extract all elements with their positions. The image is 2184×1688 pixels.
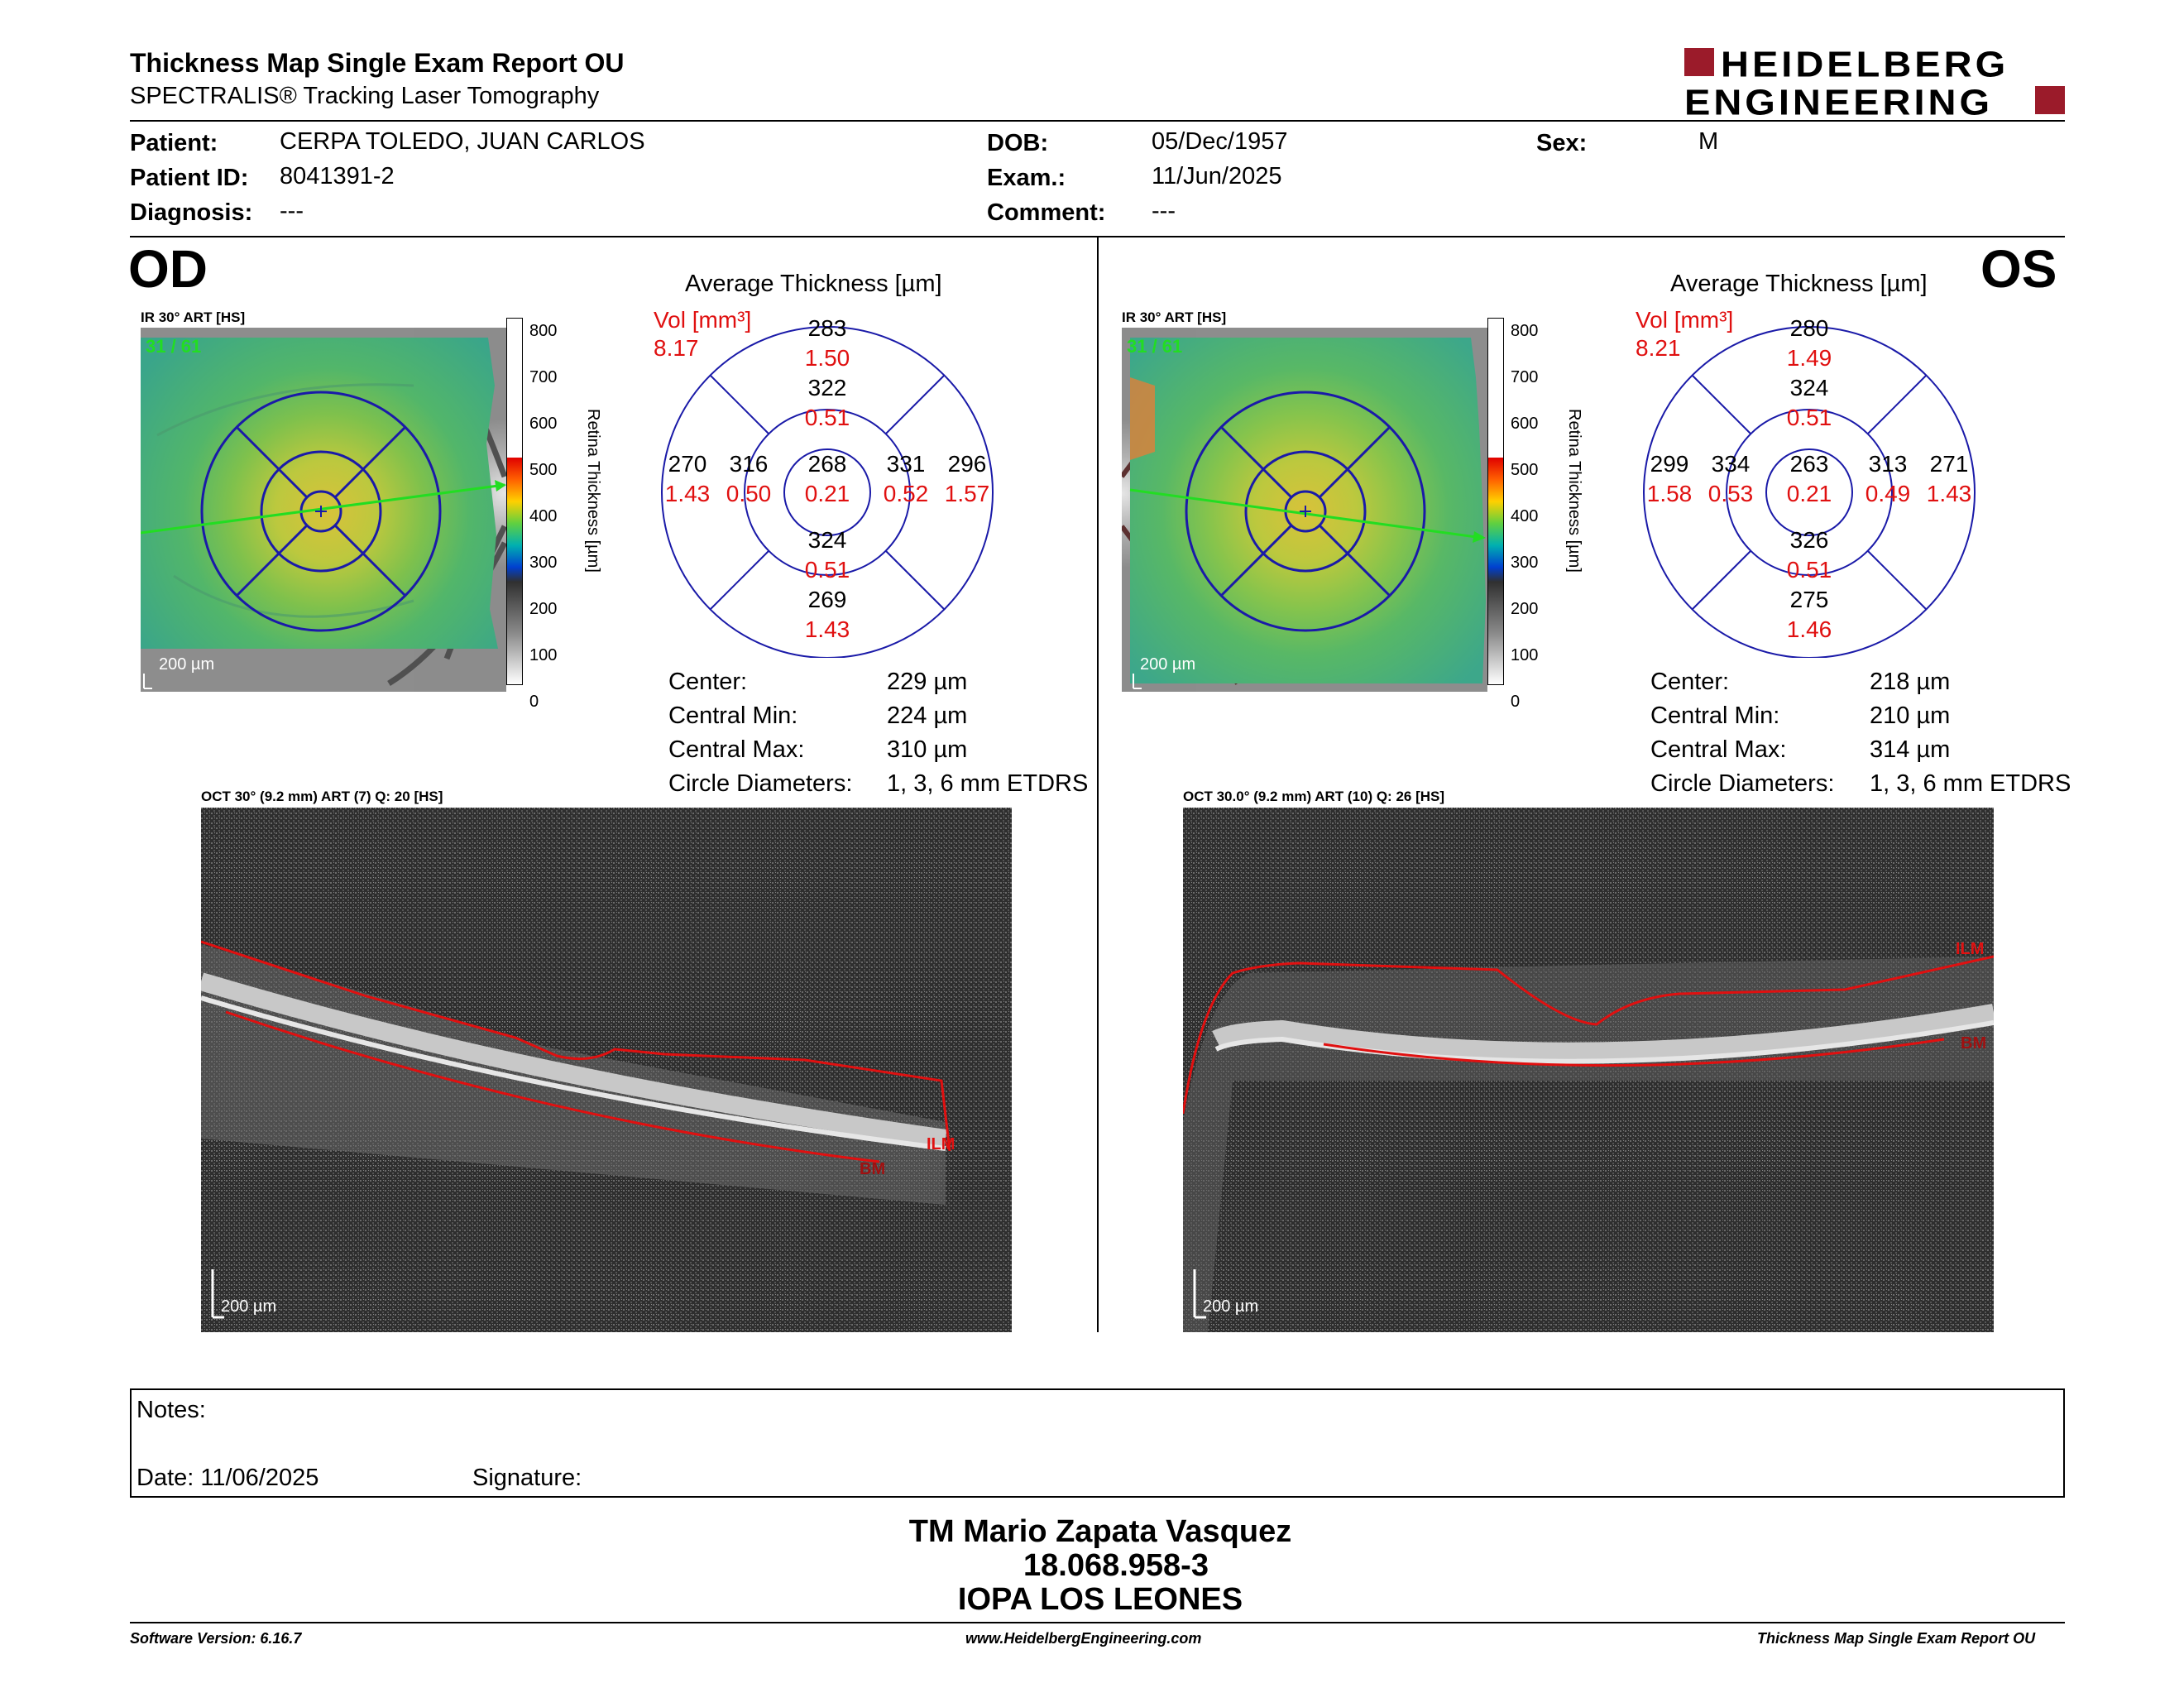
notes-label: Notes: (136, 1397, 206, 1423)
od-oct-bscan: ILM BM 200 µm (201, 808, 1012, 1332)
od-ir-counter: 31 / 61 (146, 336, 202, 357)
footer-divider (130, 1622, 2065, 1623)
dob-value: 05/Dec/1957 (1152, 128, 1288, 155)
software-version: Software Version: 6.16.7 (130, 1630, 302, 1647)
os-sector-inner-right: 313 0.49 (1865, 451, 1911, 506)
od-colorbar: 800 700 600 500 400 300 200 100 0 Retina Thick… (506, 318, 606, 711)
patient-label: Patient: (130, 130, 218, 156)
os-colorbar-title: Retina Thickness [µm] (1565, 409, 1583, 573)
os-etdrs-grid: Average Thickness [µm] Vol [mm³] 8.21 28… (1611, 269, 2041, 658)
od-bm-label: BM (860, 1160, 886, 1178)
os-oct-scale: 200 µm (1203, 1297, 1259, 1316)
os-sector-center: 263 0.21 (1786, 451, 1832, 506)
od-ir-label: IR 30° ART [HS] (141, 309, 246, 325)
signer-rut: 18.068.958-3 (1023, 1548, 1209, 1583)
od-colorbar-title: Retina Thickness [µm] (584, 409, 602, 573)
os-sector-outer-left: 299 1.58 (1646, 451, 1693, 506)
comment-value: --- (1152, 198, 1176, 224)
os-sector-outer-top: 280 1.49 (1786, 315, 1832, 371)
patient-divider (130, 236, 2065, 237)
os-ir-label: IR 30° ART [HS] (1122, 309, 1227, 325)
header-divider (130, 120, 2065, 122)
os-oct-label: OCT 30.0° (9.2 mm) ART (10) Q: 26 [HS] (1183, 789, 1445, 804)
od-oct-scale: 200 µm (221, 1297, 277, 1316)
od-sector-inner-top: 322 0.51 (804, 375, 850, 430)
os-colorbar: 800 700 600 500 400 300 200 100 0 Retina Thick… (1487, 318, 1587, 711)
od-vol-value: 8.17 (654, 335, 699, 361)
od-fundus-thickness-map: 31 / 61 200 µm (140, 328, 508, 692)
os-ir-counter: 31 / 61 (1127, 336, 1183, 357)
report-subtitle: SPECTRALIS® Tracking Laser Tomography (130, 83, 600, 109)
comment-label: Comment: (987, 199, 1106, 226)
eye-divider (1097, 237, 1099, 1332)
os-sector-inner-top: 324 0.51 (1786, 375, 1832, 430)
od-sector-outer-top: 283 1.50 (804, 315, 850, 371)
heidelberg-logo: HEIDELBERG ENGINEERING (1684, 43, 2065, 122)
os-ir-scale: 200 µm (1140, 655, 1196, 674)
os-ilm-label: ILM (1956, 940, 1985, 958)
signature-label: Signature: (472, 1465, 582, 1491)
od-avg-title: Average Thickness [µm] (685, 271, 942, 297)
od-etdrs-grid: Average Thickness [µm] Vol [mm³] 8.17 28… (629, 269, 1059, 658)
os-vol-label: Vol [mm³] (1636, 307, 1734, 333)
os-oct-bscan: ILM BM 200 µm (1183, 808, 1994, 1332)
od-sector-outer-left: 270 1.43 (664, 451, 711, 506)
os-sector-inner-bottom: 326 0.51 (1786, 527, 1832, 583)
od-sector-inner-right: 331 0.52 (883, 451, 929, 506)
signer-name: TM Mario Zapata Vasquez (908, 1514, 1292, 1549)
od-oct-label: OCT 30° (9.2 mm) ART (7) Q: 20 [HS] (201, 789, 443, 804)
od-sector-inner-left: 316 0.50 (726, 451, 772, 506)
website-link[interactable]: www.HeidelbergEngineering.com (965, 1630, 1202, 1647)
od-vol-label: Vol [mm³] (654, 307, 752, 333)
sex-value: M (1698, 128, 1719, 155)
od-ir-scale: 200 µm (159, 655, 215, 674)
od-sector-outer-right: 296 1.57 (944, 451, 990, 506)
os-avg-title: Average Thickness [µm] (1670, 271, 1928, 297)
od-sector-inner-bottom: 324 0.51 (804, 527, 850, 583)
exam-value: 11/Jun/2025 (1152, 163, 1282, 189)
os-bm-label: BM (1961, 1034, 1987, 1053)
od-eye-label: OD (128, 239, 208, 299)
diagnosis-value: --- (280, 198, 304, 224)
notes-date: Date: 11/06/2025 (136, 1465, 319, 1491)
footer-report-name: Thickness Map Single Exam Report OU (1757, 1630, 2036, 1647)
os-sector-outer-bottom: 275 1.46 (1786, 587, 1832, 642)
diagnosis-label: Diagnosis: (130, 199, 253, 226)
os-sector-inner-left: 334 0.53 (1707, 451, 1754, 506)
report-title: Thickness Map Single Exam Report OU (130, 48, 625, 78)
os-sector-outer-right: 271 1.43 (1926, 451, 1972, 506)
od-sector-outer-bottom: 269 1.43 (804, 587, 850, 642)
os-vol-value: 8.21 (1636, 335, 1681, 361)
od-sector-center: 268 0.21 (804, 451, 850, 506)
patient-id-label: Patient ID: (130, 165, 249, 191)
signer-org: IOPA LOS LEONES (957, 1582, 1243, 1617)
od-colorbar-ticks: 800 700 600 500 400 300 200 100 0 (529, 322, 558, 711)
notes-box[interactable]: Notes: Date: 11/06/2025 Signature: (130, 1388, 2065, 1498)
patient-name: CERPA TOLEDO, JUAN CARLOS (280, 128, 645, 155)
os-eye-label: OS (1980, 239, 2057, 299)
dob-label: DOB: (987, 130, 1049, 156)
exam-label: Exam.: (987, 165, 1066, 191)
patient-id: 8041391-2 (280, 163, 395, 189)
od-ilm-label: ILM (927, 1135, 956, 1153)
sex-label: Sex: (1536, 130, 1588, 156)
os-fundus-thickness-map: 31 / 61 200 µm (1119, 328, 1487, 692)
os-colorbar-ticks: 800 700 600 500 400 300 200 100 0 (1511, 322, 1539, 711)
